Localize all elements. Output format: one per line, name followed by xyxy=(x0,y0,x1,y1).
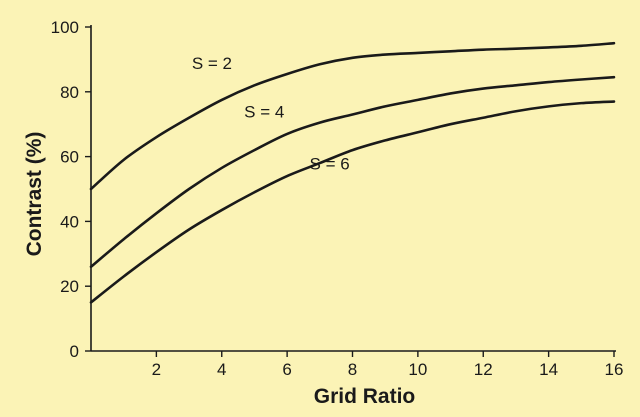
y-tick-label: 60 xyxy=(60,148,79,167)
x-tick-label: 10 xyxy=(408,360,427,379)
y-tick-label: 20 xyxy=(60,277,79,296)
y-tick-label: 0 xyxy=(70,342,79,361)
series-labels: S = 2 S = 4 S = 6 xyxy=(192,54,350,173)
x-tick-label: 4 xyxy=(217,360,226,379)
series-line-s4 xyxy=(89,75,616,269)
series-label-s6: S = 6 xyxy=(310,155,350,174)
y-tick-label: 100 xyxy=(51,18,79,37)
series-line-s6 xyxy=(89,100,616,304)
x-axis-title: Grid Ratio xyxy=(314,385,416,408)
series-line-s2 xyxy=(89,41,616,191)
x-tick-label: 2 xyxy=(152,360,161,379)
x-tick-label: 8 xyxy=(348,360,357,379)
series-label-s2: S = 2 xyxy=(192,54,232,73)
y-tick-label: 80 xyxy=(60,83,79,102)
series-label-s4: S = 4 xyxy=(244,103,284,122)
x-tick-label: 6 xyxy=(282,360,291,379)
x-tick-label: 14 xyxy=(539,360,558,379)
y-axis-title: Contrast (%) xyxy=(23,132,46,257)
x-tick-label: 12 xyxy=(474,360,493,379)
ticks: 0 20 40 60 80 100 2 4 6 8 10 12 14 16 xyxy=(51,18,624,379)
series xyxy=(89,41,616,304)
axes: Grid Ratio Contrast (%) xyxy=(23,25,616,408)
y-tick-label: 40 xyxy=(60,212,79,231)
x-tick-label: 16 xyxy=(605,360,624,379)
